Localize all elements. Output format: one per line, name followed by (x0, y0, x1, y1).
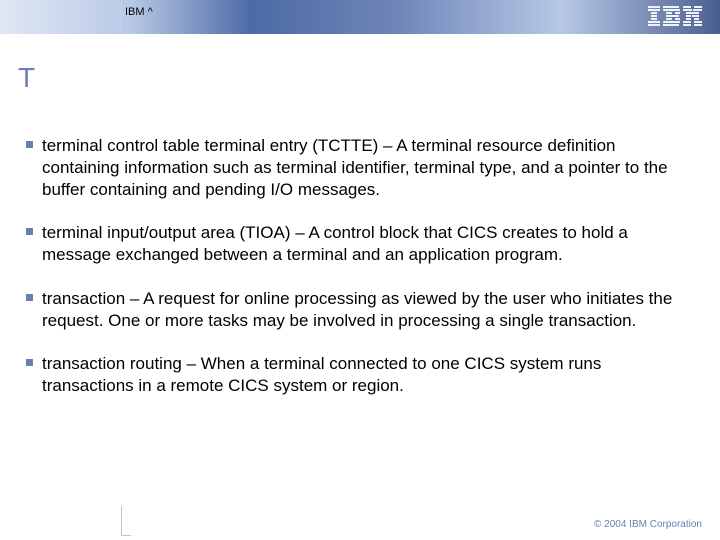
list-item: transaction routing – When a terminal co… (26, 353, 694, 397)
content-list: terminal control table terminal entry (T… (26, 135, 694, 419)
footer-tick (121, 506, 122, 536)
ibm-logo-icon (648, 6, 702, 31)
list-item: terminal input/output area (TIOA) – A co… (26, 222, 694, 266)
header-label: IBM ^ (125, 6, 153, 18)
slide: IBM ^ T terminal c (0, 0, 720, 540)
header-tick (121, 0, 122, 34)
page-title: T (18, 62, 36, 94)
header-band: IBM ^ (0, 0, 720, 34)
list-item: transaction – A request for online proce… (26, 288, 694, 332)
copyright-text: © 2004 IBM Corporation (594, 519, 702, 530)
list-item: terminal control table terminal entry (T… (26, 135, 694, 200)
